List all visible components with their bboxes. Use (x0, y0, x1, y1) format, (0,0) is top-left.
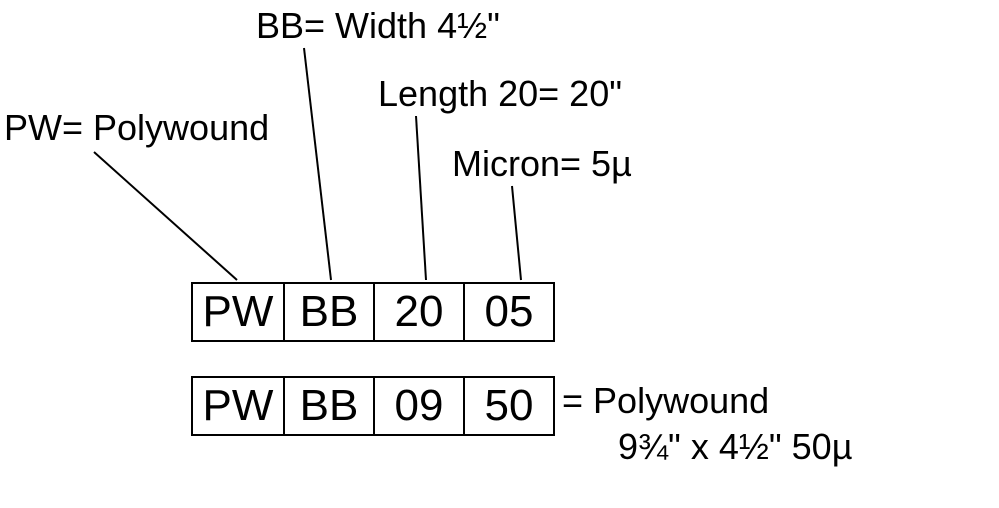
result-line-2: 9¾" x 4½" 50µ (618, 424, 852, 469)
result-equals: = (562, 380, 583, 421)
code-cell-text: BB (300, 287, 359, 337)
leader-line (512, 186, 521, 280)
code-cell-text: 05 (485, 287, 534, 337)
result-line-1: = Polywound (562, 378, 769, 423)
result-text: Polywound (593, 380, 769, 421)
leader-line (94, 152, 237, 280)
code-cell: PW (191, 376, 285, 436)
code-cell-text: 20 (395, 287, 444, 337)
leader-line (416, 116, 426, 280)
code-cell-text: PW (203, 381, 274, 431)
code-cell-text: PW (203, 287, 274, 337)
leader-line (304, 48, 331, 280)
code-cell-text: BB (300, 381, 359, 431)
code-cell: BB (285, 282, 375, 342)
code-cell: 09 (375, 376, 465, 436)
code-cell-text: 50 (485, 381, 534, 431)
label-pw: PW= Polywound (4, 108, 269, 148)
code-cell: BB (285, 376, 375, 436)
label-bb: BB= Width 4½" (256, 6, 500, 46)
code-key-diagram: PW= Polywound BB= Width 4½" Length 20= 2… (0, 0, 999, 508)
label-micron: Micron= 5µ (452, 144, 632, 184)
label-length: Length 20= 20" (378, 74, 622, 114)
code-row-0: PW BB 20 05 (191, 282, 555, 342)
code-row-1: PW BB 09 50 (191, 376, 555, 436)
code-cell-text: 09 (395, 381, 444, 431)
code-cell: 05 (465, 282, 555, 342)
code-cell: PW (191, 282, 285, 342)
code-cell: 20 (375, 282, 465, 342)
code-cell: 50 (465, 376, 555, 436)
